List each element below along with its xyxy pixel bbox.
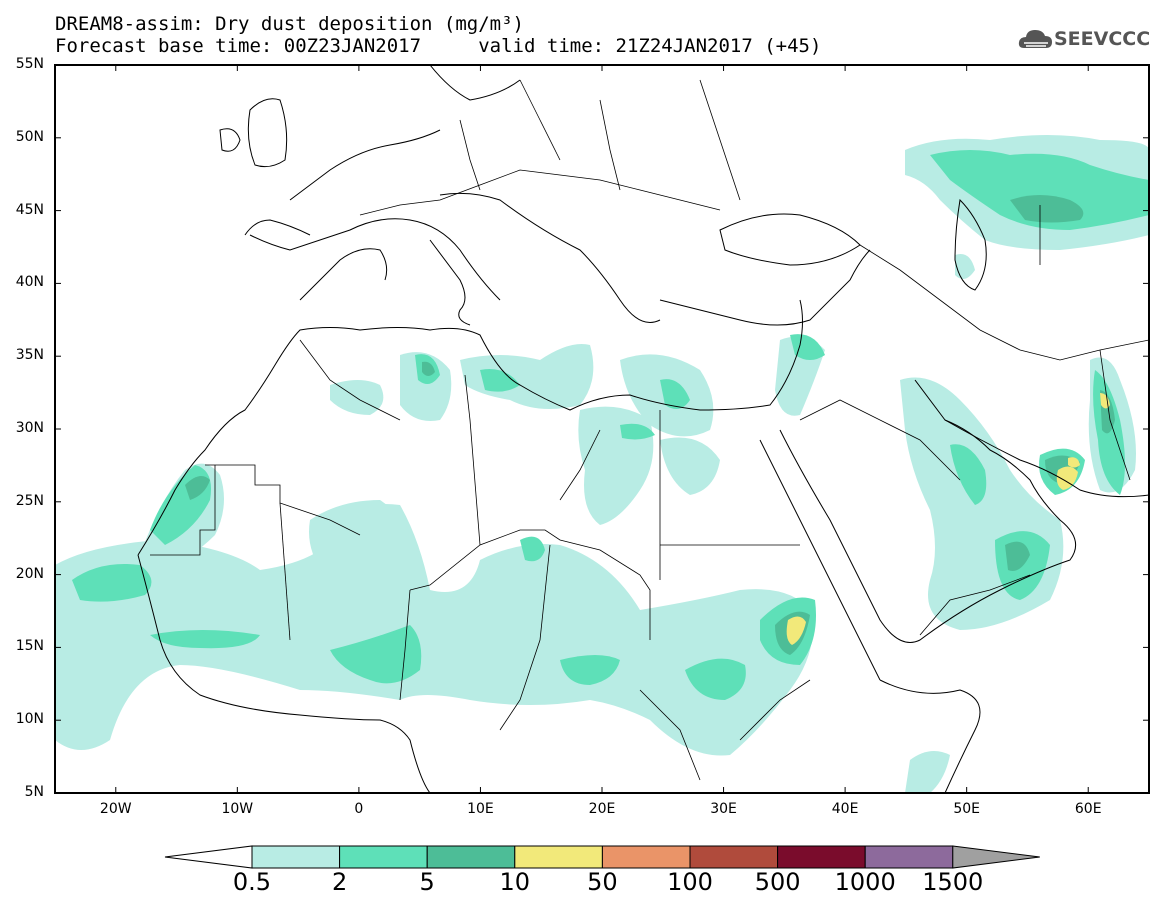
country-borders (150, 79, 1149, 781)
colorbar-under-triangle (164, 845, 253, 869)
colorbar-label: 5 (419, 868, 435, 896)
lat-label: 20N (15, 565, 44, 582)
colorbar-label: 10 (499, 868, 531, 896)
map-subtitle-times: Forecast base time: 00Z23JAN2017 valid t… (55, 35, 822, 57)
lon-label: 50E (953, 801, 980, 817)
colorbar-label: 50 (587, 868, 618, 896)
logo-text: SEEVCCC (1054, 28, 1151, 50)
colorbar-swatch (601, 845, 691, 869)
colorbar (164, 845, 1040, 869)
seevccc-logo: SEEVCCC (1018, 24, 1158, 60)
colorbar-swatch (689, 845, 779, 869)
lat-label: 10N (15, 711, 44, 728)
lat-label: 40N (15, 274, 44, 291)
lat-label: 25N (15, 492, 44, 509)
dust-fields (55, 65, 1149, 793)
colorbar-swatch (251, 845, 341, 869)
lat-label: 35N (15, 347, 44, 364)
lat-label: 5N (24, 784, 44, 800)
lat-label: 50N (15, 128, 44, 145)
colorbar-label: 1500 (922, 868, 984, 896)
colorbar-label: 500 (754, 868, 801, 896)
lon-label: 20W (99, 801, 132, 817)
colorbar-label: 1000 (834, 868, 896, 896)
lon-label: 0 (354, 801, 364, 817)
cloud-icon (1018, 30, 1052, 48)
colorbar-swatch (864, 845, 954, 869)
lon-label: 10E (467, 801, 494, 817)
lon-label: 10W (221, 801, 254, 817)
colorbar-swatch (426, 845, 516, 869)
lon-label: 60E (1074, 801, 1102, 817)
lon-label: 20E (588, 801, 616, 817)
lat-label: 55N (15, 56, 44, 72)
axis-ticks (55, 64, 1149, 794)
lat-label: 15N (15, 638, 44, 655)
lat-label: 30N (15, 420, 44, 436)
colorbar-over-triangle (952, 845, 1040, 869)
colorbar-swatch (339, 845, 428, 869)
colorbar-swatch (777, 845, 866, 869)
colorbar-swatch (514, 845, 603, 869)
lon-label: 40E (831, 801, 859, 817)
colorbar-label: 0.5 (232, 868, 272, 896)
coastlines (137, 65, 1149, 793)
colorbar-label: 2 (331, 868, 348, 896)
dust-level-0-5 (55, 135, 1149, 793)
lat-label: 45N (15, 201, 44, 218)
map-title: DREAM8-assim: Dry dust deposition (mg/m³… (55, 13, 524, 35)
colorbar-label: 100 (667, 868, 713, 896)
lon-label: 30E (710, 801, 737, 817)
